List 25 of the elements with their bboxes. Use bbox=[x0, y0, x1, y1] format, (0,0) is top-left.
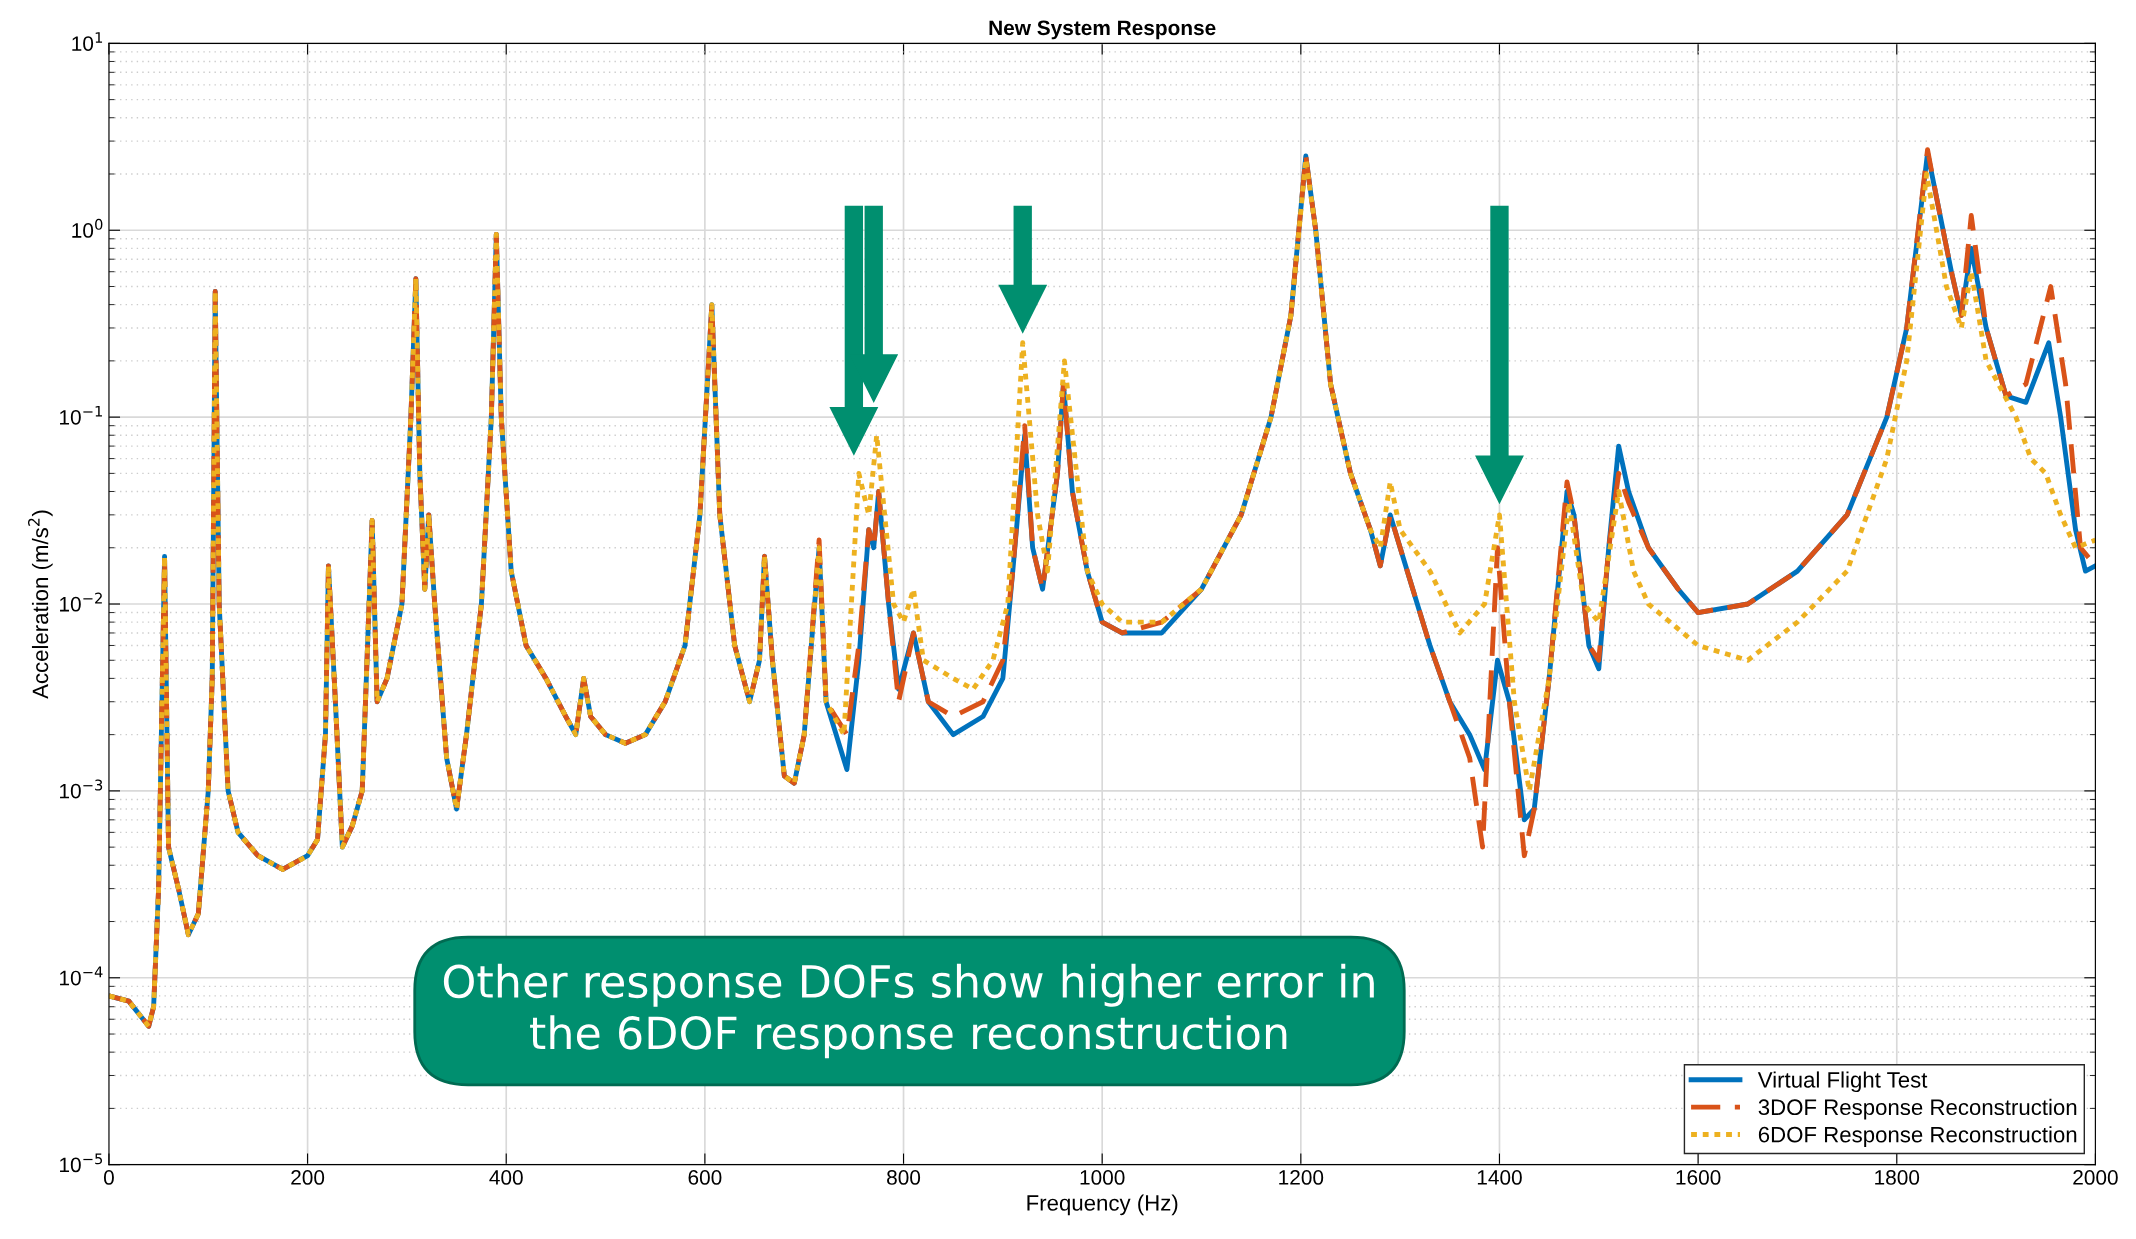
legend-label: Virtual Flight Test bbox=[1757, 1071, 1928, 1093]
y-tick-label: 10$^{0}$ bbox=[72, 218, 103, 238]
x-tick-label: 200 bbox=[291, 1170, 325, 1185]
x-tick-label: 400 bbox=[489, 1170, 523, 1185]
chart-title: New System Response bbox=[989, 20, 1216, 40]
annotation: Other response DOFs show higher error in the 6DOF response reconstruction bbox=[443, 963, 1374, 1059]
y-tick-label: 10$^{−2}$ bbox=[60, 592, 102, 612]
x-tick-label: 0 bbox=[103, 1170, 114, 1185]
y-tick-label: 10$^{−3}$ bbox=[60, 779, 103, 799]
y-axis-title: Acceleration (m/s$^{2}$) bbox=[28, 510, 53, 699]
y-tick-label: 10$^{1}$ bbox=[72, 32, 103, 51]
y-tick-label: 10$^{−5}$ bbox=[60, 1153, 103, 1173]
x-axis-title: Frequency (Hz) bbox=[1027, 1194, 1178, 1216]
y-tick-label: 10$^{−4}$ bbox=[60, 966, 103, 986]
x-tick-label: 1800 bbox=[1875, 1170, 1920, 1185]
x-tick-label: 1400 bbox=[1477, 1170, 1522, 1185]
y-tick-label: 10$^{−1}$ bbox=[60, 405, 102, 425]
x-tick-label: 600 bbox=[688, 1170, 722, 1185]
legend-label: 3DOF Response Reconstruction bbox=[1758, 1098, 2077, 1120]
x-tick-label: 1200 bbox=[1279, 1170, 1324, 1185]
x-tick-label: 1600 bbox=[1676, 1170, 1721, 1185]
x-tick-label: 800 bbox=[887, 1170, 921, 1185]
legend-label: 6DOF Response Reconstruction bbox=[1758, 1126, 2077, 1147]
x-tick-label: 2000 bbox=[2073, 1170, 2118, 1185]
x-tick-label: 1000 bbox=[1080, 1170, 1125, 1185]
